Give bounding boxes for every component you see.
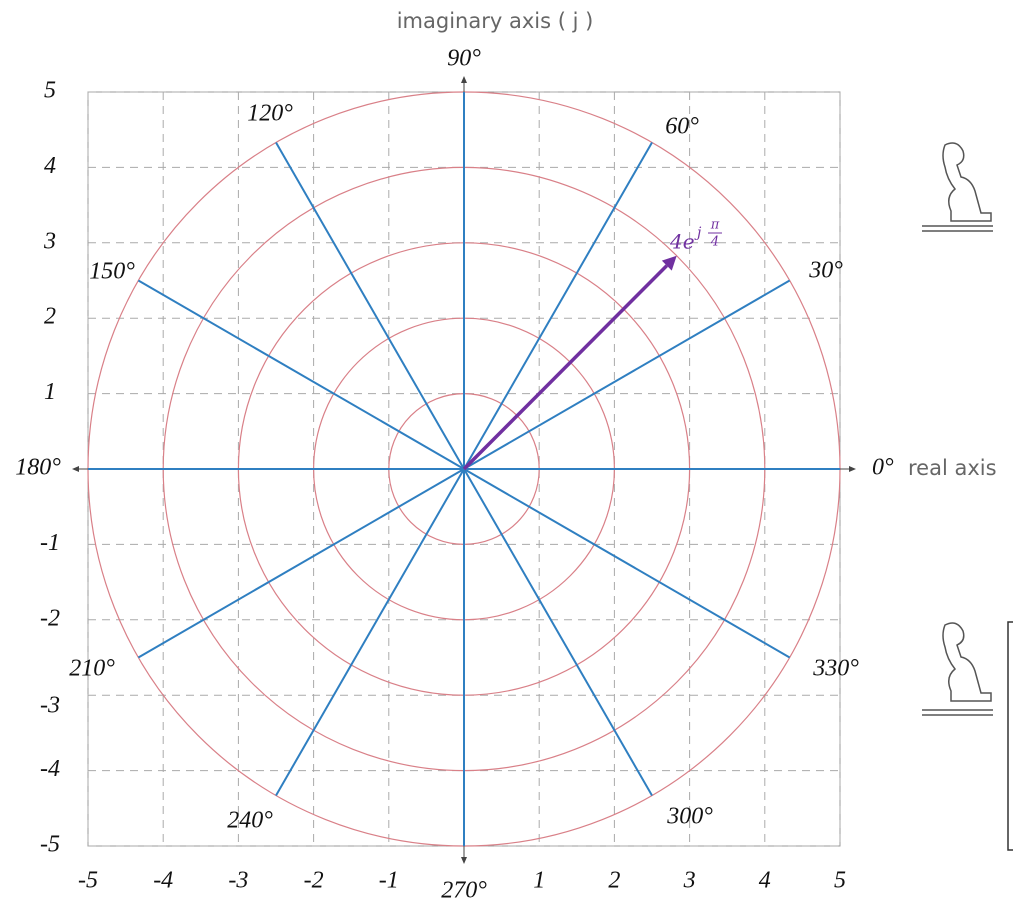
x-tick-label: 4 <box>759 868 771 894</box>
side-box <box>1007 621 1013 851</box>
x-tick-label: 2 <box>608 868 620 894</box>
y-tick-label: -4 <box>40 756 60 782</box>
vector-label-den: 4 <box>710 235 719 250</box>
angle-label: 90° <box>447 46 481 72</box>
vector-label-base: 4e <box>669 230 695 254</box>
x-tick-label: -5 <box>78 868 98 894</box>
x-tick-label: -4 <box>153 868 173 894</box>
angle-label: 0° <box>872 455 894 481</box>
x-tick-label: -1 <box>379 868 399 894</box>
spoke <box>463 468 653 796</box>
vector <box>462 264 669 471</box>
angle-label: 300° <box>666 804 713 830</box>
spoke <box>275 142 465 470</box>
y-axis-title: imaginary axis ( j ) <box>397 9 594 33</box>
thinker-icon <box>922 142 993 716</box>
y-tick-label: 3 <box>43 228 56 254</box>
y-axis-arrow <box>461 76 467 83</box>
y-tick-label: 4 <box>44 153 56 179</box>
y-tick-label: -1 <box>40 530 60 556</box>
angle-label: 180° <box>15 455 61 481</box>
y-tick-label: 5 <box>44 78 56 104</box>
x-axis-arrow-left <box>72 466 79 472</box>
angle-label: 240° <box>227 808 273 834</box>
y-tick-label: -2 <box>40 605 60 631</box>
spoke <box>463 279 791 470</box>
angle-label: 60° <box>665 114 699 140</box>
vector-head <box>661 255 677 271</box>
spoke <box>137 279 465 470</box>
y-tick-label: 2 <box>44 304 56 330</box>
y-tick-label: -5 <box>40 832 60 858</box>
x-tick-label: 1 <box>533 868 545 894</box>
spoke <box>463 142 653 470</box>
vector-label-j: j <box>694 225 702 241</box>
angle-label: 210° <box>69 656 115 682</box>
angle-label: 120° <box>247 101 293 127</box>
x-tick-label: 5 <box>834 868 846 894</box>
x-tick-label: -2 <box>304 868 324 894</box>
spoke <box>137 468 465 659</box>
y-tick-label: 1 <box>44 379 56 405</box>
spoke <box>275 468 465 796</box>
angle-label: 30° <box>808 258 843 284</box>
y-tick-label: -3 <box>40 693 60 719</box>
angle-label: 330° <box>812 656 859 682</box>
vector-label-num: π <box>710 218 720 233</box>
spoke <box>463 468 791 659</box>
angle-label: 150° <box>89 259 135 285</box>
x-axis-title: real axis <box>908 456 997 480</box>
x-axis-arrow <box>849 466 856 472</box>
x-tick-label: 3 <box>683 868 696 894</box>
angle-label: 270° <box>441 878 487 904</box>
y-axis-arrow-down <box>461 857 467 864</box>
x-tick-label: -3 <box>228 868 248 894</box>
